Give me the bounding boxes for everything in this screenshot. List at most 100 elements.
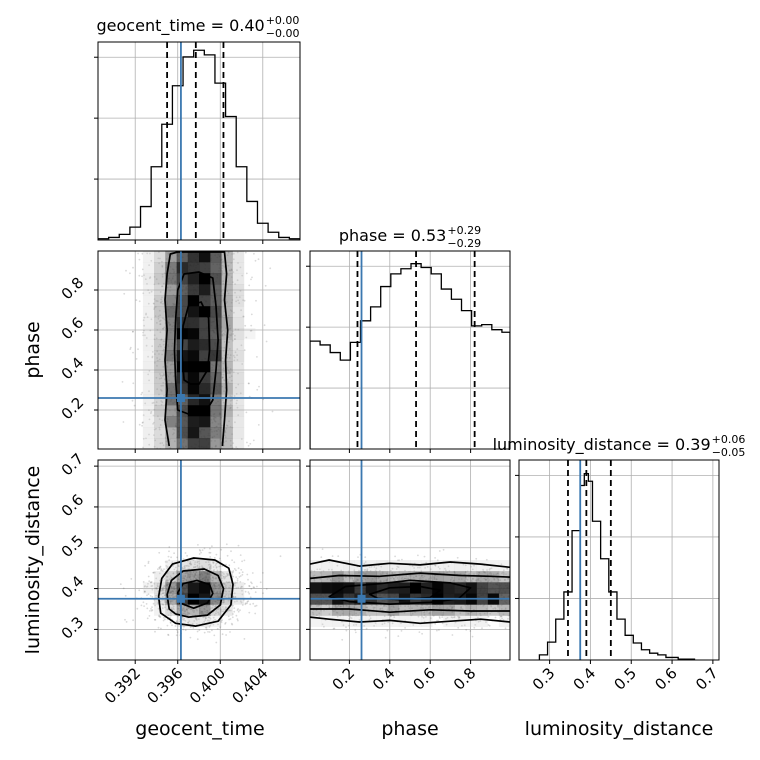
sample-point: [224, 608, 226, 610]
sample-point: [145, 437, 147, 440]
sample-point: [145, 337, 148, 339]
sample-point: [451, 634, 454, 636]
sample-point: [497, 604, 499, 607]
sample-point: [194, 566, 197, 568]
sample-point: [160, 589, 163, 592]
density-cell: [142, 372, 155, 384]
density-cell: [187, 350, 200, 362]
sample-point: [441, 622, 444, 625]
panel-geocent_time-vs-phase: [98, 251, 300, 449]
sample-point: [254, 612, 257, 615]
sample-point: [336, 564, 339, 567]
sample-point: [198, 629, 201, 631]
sample-point: [349, 616, 352, 619]
sample-point: [235, 386, 237, 389]
sample-point: [421, 615, 423, 618]
density-cell: [210, 427, 222, 439]
sample-point: [471, 635, 474, 638]
sample-point: [132, 382, 135, 385]
sample-point: [470, 565, 472, 568]
sample-point: [161, 607, 164, 609]
sample-point: [249, 603, 252, 606]
sample-point: [147, 575, 150, 578]
density-cell: [176, 438, 189, 449]
sample-point: [225, 563, 227, 566]
sample-point: [251, 276, 253, 279]
sample-point: [148, 409, 150, 411]
sample-point: [148, 580, 151, 583]
sample-point: [234, 334, 236, 337]
sample-point: [227, 574, 229, 577]
sample-point: [160, 433, 163, 436]
density-cell: [154, 405, 166, 417]
sample-point: [158, 615, 160, 618]
sample-point: [151, 402, 154, 404]
sample-point: [365, 627, 368, 630]
sample-point: [331, 555, 334, 557]
sample-point: [163, 584, 166, 587]
density-cell: [165, 350, 177, 362]
density-cell: [232, 427, 245, 439]
sample-point: [473, 564, 475, 567]
sample-point: [234, 351, 237, 354]
sample-point: [161, 587, 164, 590]
sample-point: [345, 626, 347, 629]
sample-point: [332, 627, 335, 630]
sample-point: [209, 556, 212, 558]
sample-point: [250, 313, 253, 316]
sample-point: [205, 626, 208, 629]
sample-point: [503, 569, 505, 572]
sample-point: [161, 300, 163, 303]
sample-point: [254, 605, 256, 608]
sample-point: [204, 617, 207, 619]
sample-point: [259, 581, 262, 584]
sample-point: [158, 418, 161, 420]
hist-frame-phase: [309, 250, 511, 450]
sample-point: [201, 549, 204, 551]
frame-0: [97, 250, 301, 450]
ytick-label-luminosity_distance-4: 0.7: [58, 450, 88, 480]
sample-point: [215, 566, 218, 569]
sample-point: [163, 585, 166, 588]
sample-point: [132, 330, 134, 333]
sample-point: [401, 558, 403, 561]
sample-point: [207, 619, 209, 622]
sample-point: [196, 564, 199, 567]
sample-point: [341, 638, 344, 641]
sample-point: [149, 581, 152, 584]
sample-point: [345, 629, 348, 632]
sample-point: [159, 566, 162, 568]
density-cell: [232, 328, 245, 340]
density-cell: [154, 295, 166, 307]
sample-point: [233, 561, 236, 564]
density-cell: [142, 405, 155, 417]
sample-point: [441, 616, 444, 618]
sample-point: [162, 592, 165, 595]
sample-point: [207, 561, 210, 563]
sample-point: [231, 616, 234, 619]
sample-point: [436, 629, 438, 632]
hist-panel-phase: [310, 251, 510, 449]
sample-point: [150, 410, 153, 413]
density-cell: [187, 571, 200, 583]
sample-point: [366, 569, 369, 572]
sample-point: [155, 587, 158, 590]
sample-point: [245, 411, 248, 414]
density-cell: [176, 604, 189, 616]
sample-point: [176, 569, 178, 572]
density-cell: [142, 394, 155, 406]
sample-point: [364, 561, 367, 563]
sample-point: [249, 596, 252, 599]
sample-point: [251, 582, 253, 585]
sample-point: [137, 252, 140, 255]
sample-point: [150, 585, 153, 587]
sample-point: [438, 629, 440, 631]
sample-point: [241, 571, 244, 574]
sample-point: [129, 346, 132, 349]
sample-point: [196, 561, 199, 564]
sample-point: [161, 375, 164, 377]
sample-point: [212, 566, 215, 568]
sample-point: [170, 606, 173, 609]
sample-point: [485, 621, 487, 623]
sample-point: [229, 584, 232, 587]
